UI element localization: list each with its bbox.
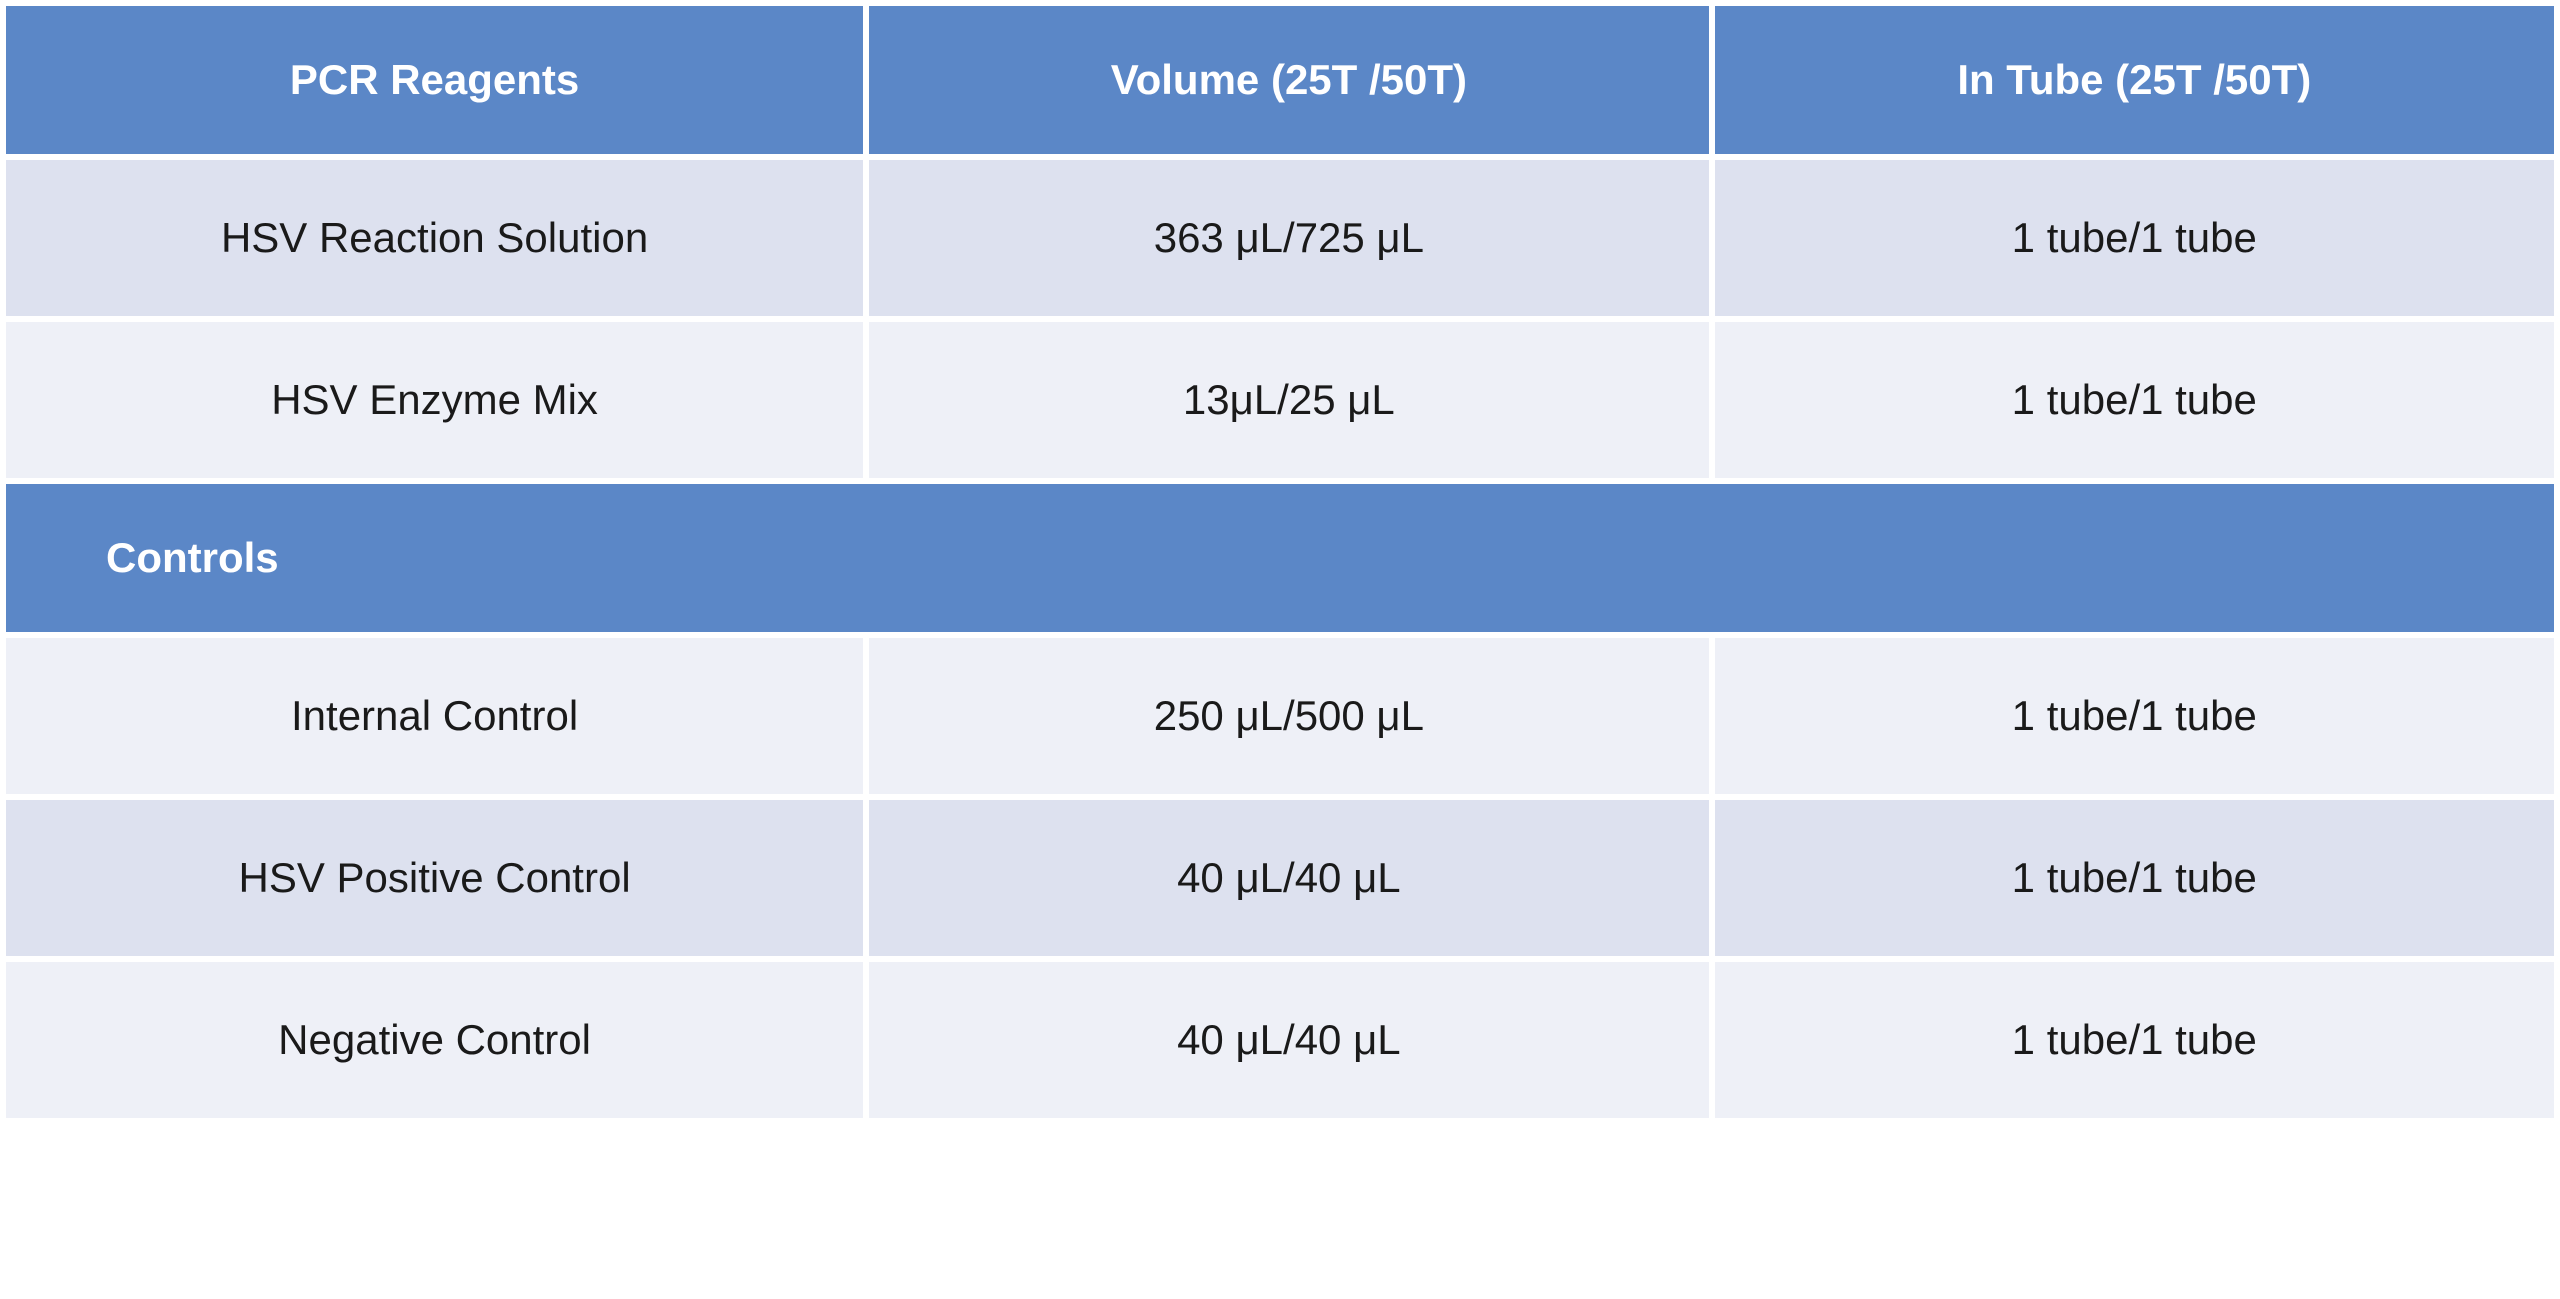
table-row: HSV Enzyme Mix 13μL/25 μL 1 tube/1 tube (6, 322, 2554, 478)
table-row: Negative Control 40 μL/40 μL 1 tube/1 tu… (6, 962, 2554, 1118)
cell-reagent: HSV Reaction Solution (6, 160, 863, 316)
cell-volume: 40 μL/40 μL (869, 962, 1708, 1118)
cell-volume: 13μL/25 μL (869, 322, 1708, 478)
cell-in-tube: 1 tube/1 tube (1715, 638, 2554, 794)
cell-volume: 363 μL/725 μL (869, 160, 1708, 316)
table-body: HSV Reaction Solution 363 μL/725 μL 1 tu… (6, 160, 2554, 1118)
cell-reagent: Negative Control (6, 962, 863, 1118)
table-row: Internal Control 250 μL/500 μL 1 tube/1 … (6, 638, 2554, 794)
table-row: HSV Positive Control 40 μL/40 μL 1 tube/… (6, 800, 2554, 956)
cell-volume: 250 μL/500 μL (869, 638, 1708, 794)
table-row: HSV Reaction Solution 363 μL/725 μL 1 tu… (6, 160, 2554, 316)
header-pcr-reagents: PCR Reagents (6, 6, 863, 154)
cell-in-tube: 1 tube/1 tube (1715, 962, 2554, 1118)
reagent-table-container: PCR Reagents Volume (25T /50T) In Tube (… (0, 0, 2560, 1124)
header-row: PCR Reagents Volume (25T /50T) In Tube (… (6, 6, 2554, 154)
header-volume: Volume (25T /50T) (869, 6, 1708, 154)
header-in-tube: In Tube (25T /50T) (1715, 6, 2554, 154)
section-header-row: Controls (6, 484, 2554, 632)
cell-in-tube: 1 tube/1 tube (1715, 800, 2554, 956)
cell-reagent: HSV Enzyme Mix (6, 322, 863, 478)
cell-reagent: HSV Positive Control (6, 800, 863, 956)
cell-reagent: Internal Control (6, 638, 863, 794)
table-header: PCR Reagents Volume (25T /50T) In Tube (… (6, 6, 2554, 154)
cell-in-tube: 1 tube/1 tube (1715, 160, 2554, 316)
cell-in-tube: 1 tube/1 tube (1715, 322, 2554, 478)
reagent-table: PCR Reagents Volume (25T /50T) In Tube (… (0, 0, 2560, 1124)
section-header-controls: Controls (6, 484, 2554, 632)
cell-volume: 40 μL/40 μL (869, 800, 1708, 956)
